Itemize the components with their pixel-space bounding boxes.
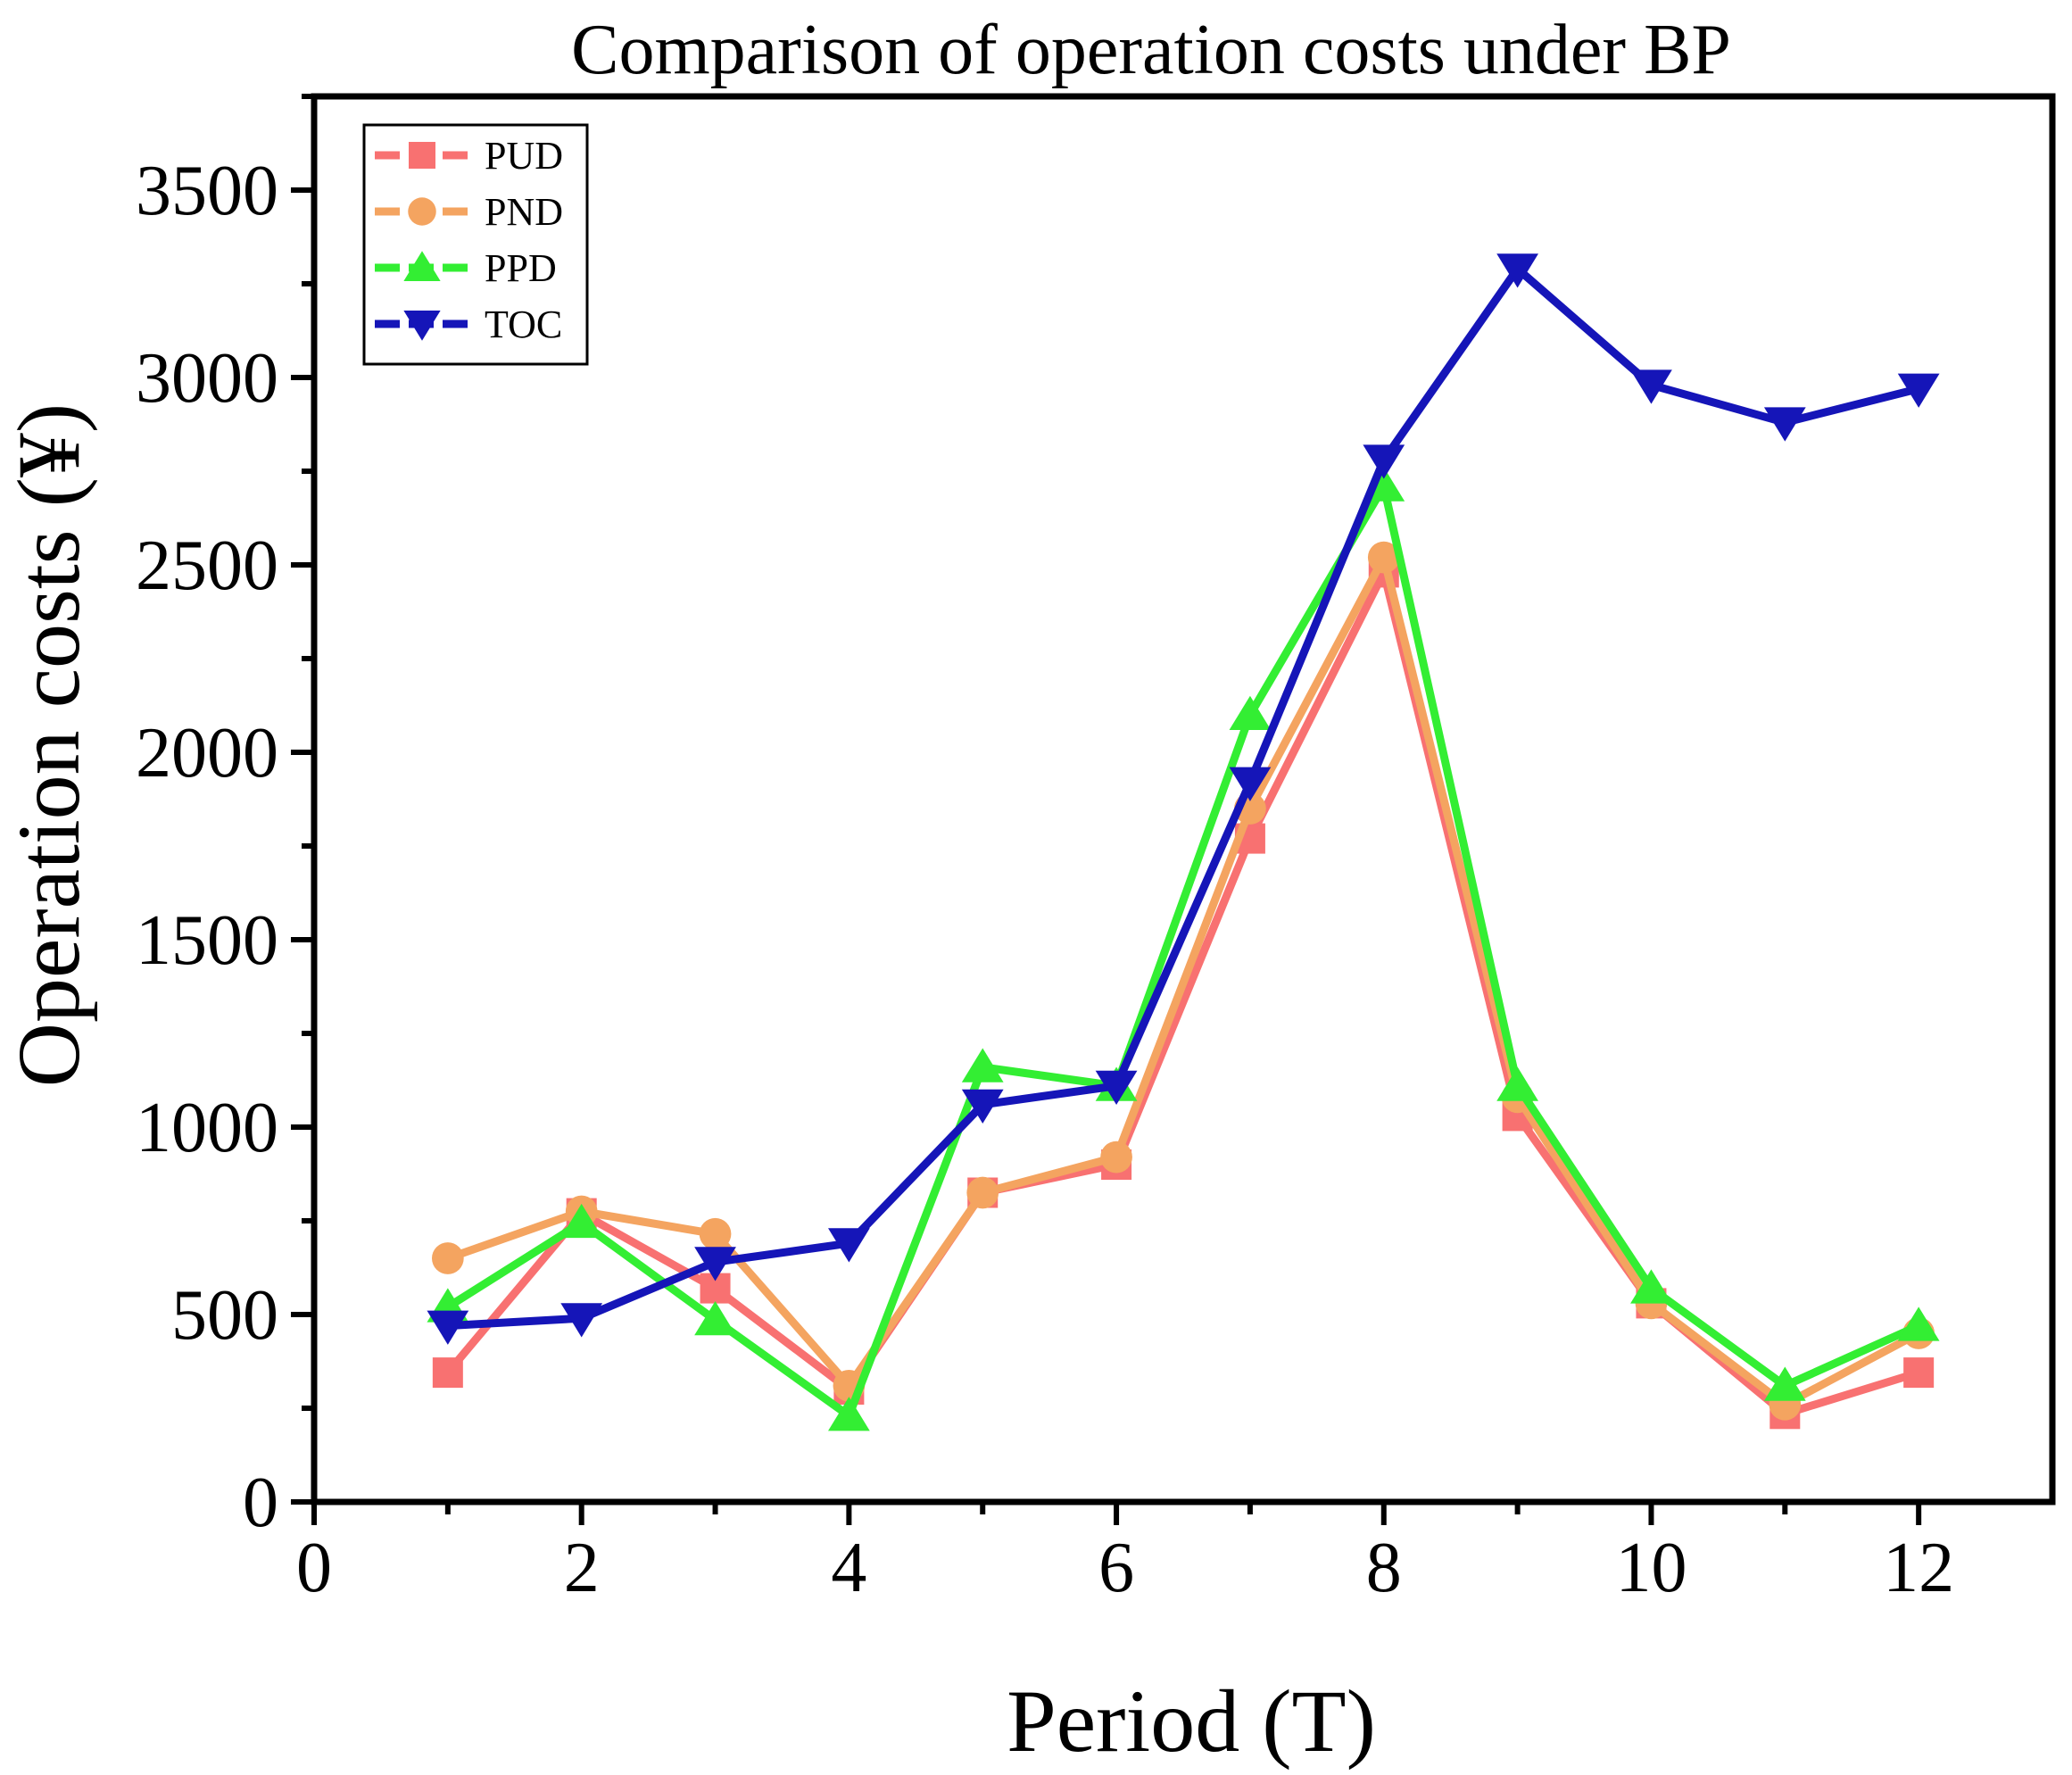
series-ppd-point — [1630, 1269, 1672, 1304]
series-toc-point — [427, 1310, 469, 1345]
legend-marker — [409, 142, 435, 169]
y-tick-label: 2500 — [136, 527, 278, 605]
series-pnd-point — [1100, 1140, 1132, 1174]
legend-marker — [408, 197, 436, 226]
series-toc-point — [961, 1089, 1004, 1124]
legend: PUD PND PPD TOC — [362, 123, 589, 366]
series-ppd-point — [1229, 695, 1272, 730]
y-tick-label: 2000 — [136, 714, 278, 792]
x-axis: 0 2 4 6 8 10 12 — [296, 1502, 1954, 1607]
series-ppd-point — [560, 1203, 603, 1239]
series-ppd — [427, 467, 1940, 1431]
plot-area — [311, 93, 2056, 1505]
series-toc-point — [694, 1247, 736, 1281]
series-toc-point — [1095, 1070, 1138, 1106]
legend-marker — [403, 251, 441, 281]
series-toc-line — [447, 264, 1920, 1331]
series-pnd-point — [966, 1176, 999, 1209]
x-tick-label: 8 — [1366, 1529, 1402, 1607]
series-pud-point — [432, 1357, 463, 1389]
series-ppd-line — [445, 482, 1920, 1420]
series-toc-point — [1229, 767, 1272, 801]
x-axis-title: Period (T) — [1007, 1671, 1376, 1771]
y-tick-label: 1500 — [136, 901, 278, 980]
series-toc-point — [560, 1303, 603, 1338]
legend-item-pud: PUD — [375, 134, 563, 178]
x-tick-label: 6 — [1098, 1529, 1134, 1607]
series-toc-point — [1630, 369, 1672, 404]
series-ppd-point — [828, 1397, 870, 1431]
x-tick-label: 2 — [564, 1529, 600, 1607]
series-ppd-point — [694, 1301, 736, 1336]
series-pud-point — [1903, 1357, 1935, 1389]
series-ppd-point — [1763, 1366, 1806, 1401]
series-layer — [427, 253, 1940, 1431]
legend-item-toc: TOC — [375, 303, 562, 346]
x-tick-label: 10 — [1615, 1529, 1687, 1607]
legend-label: PND — [485, 190, 563, 234]
series-toc-point — [1763, 407, 1806, 442]
legend-label: PUD — [485, 134, 563, 178]
x-tick-label: 4 — [831, 1529, 866, 1607]
series-ppd-point — [961, 1048, 1004, 1082]
legend-box — [362, 123, 589, 366]
series-toc-point — [1897, 373, 1940, 408]
y-axis: 0 500 1000 1500 2000 2500 3000 3500 — [136, 94, 314, 1542]
legend-item-ppd: PPD — [375, 246, 557, 290]
legend-item-pnd: PND — [375, 190, 563, 234]
series-ppd-point — [1897, 1306, 1940, 1341]
x-tick-label: 0 — [296, 1529, 332, 1607]
legend-marker — [403, 311, 441, 341]
series-pnd-line — [446, 553, 1921, 1409]
series-ppd-point — [1496, 1066, 1538, 1101]
series-toc-point — [1363, 444, 1405, 479]
series-toc — [427, 253, 1940, 1345]
series-toc-point — [1496, 253, 1538, 288]
series-toc-point — [828, 1228, 870, 1263]
plot-frame — [311, 93, 2056, 1505]
y-tick-label: 3000 — [136, 339, 278, 418]
legend-label: TOC — [485, 303, 562, 346]
y-axis-title: Operation costs (¥) — [0, 403, 98, 1087]
y-tick-label: 3500 — [136, 152, 278, 230]
series-pnd-point — [431, 1242, 464, 1274]
y-tick-label: 1000 — [136, 1089, 278, 1167]
chart-title: Comparison of operation costs under BP — [571, 11, 1731, 89]
y-tick-label: 500 — [171, 1276, 278, 1355]
x-tick-label: 12 — [1883, 1529, 1954, 1607]
y-tick-label: 0 — [243, 1464, 278, 1542]
series-pnd-point — [1367, 541, 1400, 574]
series-pnd-point — [699, 1217, 732, 1250]
legend-label: PPD — [485, 246, 557, 290]
